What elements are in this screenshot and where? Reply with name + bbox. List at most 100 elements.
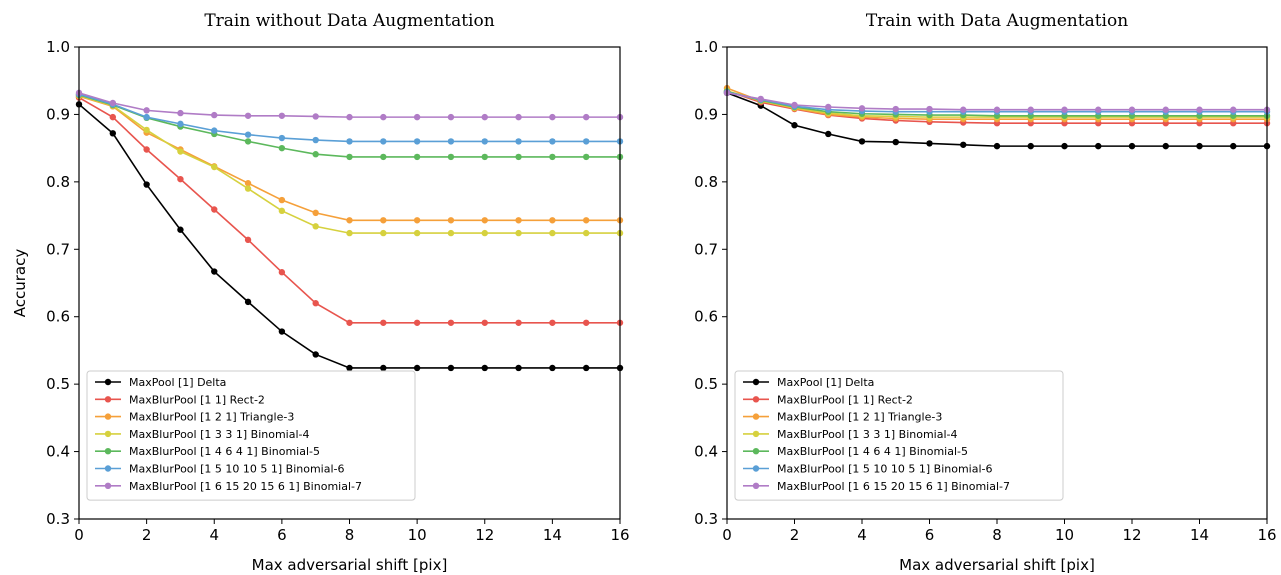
data-point <box>278 328 286 335</box>
data-point <box>447 217 455 224</box>
data-point <box>177 120 184 128</box>
x-tick-label: 10 <box>408 526 427 544</box>
data-point <box>858 105 866 112</box>
legend: MaxPool [1] Delta MaxBlurPool [1 1] Rect-… <box>86 370 416 501</box>
data-point <box>278 134 286 142</box>
legend-entry: MaxBlurPool [1 1] Rect-2 <box>129 393 265 406</box>
legend-entry: MaxBlurPool [1 2 1] Triangle-3 <box>777 411 942 424</box>
chart-title: Train with Data Augmentation <box>866 11 1128 31</box>
data-point <box>1162 142 1169 150</box>
data-point <box>413 153 421 161</box>
legend-entry: MaxPool [1] Delta <box>129 376 226 389</box>
y-tick-label: 0.9 <box>46 105 70 123</box>
data-point <box>447 113 455 121</box>
data-point <box>380 364 387 372</box>
data-point <box>481 138 488 145</box>
data-point <box>825 130 832 138</box>
data-point <box>582 229 590 237</box>
legend-marker <box>104 430 112 438</box>
data-point <box>278 207 286 215</box>
data-point <box>143 107 150 114</box>
data-point <box>278 269 286 276</box>
data-point <box>481 153 488 161</box>
x-tick-label: 6 <box>925 526 935 544</box>
legend-marker <box>752 378 760 386</box>
legend-entry: MaxBlurPool [1 5 10 10 5 1] Binomial-6 <box>777 463 992 476</box>
data-point <box>177 175 184 183</box>
data-point <box>582 217 590 224</box>
x-tick-label: 16 <box>1257 526 1276 544</box>
x-tick-label: 0 <box>74 526 84 544</box>
data-point <box>312 113 319 120</box>
y-tick-label: 0.3 <box>694 510 718 528</box>
data-point <box>1230 142 1237 150</box>
data-point <box>515 217 522 224</box>
series-line-2 <box>78 96 620 324</box>
data-point <box>447 229 455 237</box>
data-point <box>1061 142 1068 150</box>
legend-entry: MaxBlurPool [1 5 10 10 5 1] Binomial-6 <box>129 463 344 476</box>
data-point <box>1027 142 1034 150</box>
y-tick-label: 1.0 <box>46 38 70 56</box>
data-point <box>892 138 899 146</box>
y-tick-label: 0.5 <box>46 375 70 393</box>
legend-box <box>86 370 416 501</box>
legend-marker <box>104 378 112 386</box>
legend-entry: MaxBlurPool [1 4 6 4 1] Binomial-5 <box>129 445 320 458</box>
data-point <box>312 223 319 230</box>
data-point <box>413 217 421 224</box>
data-point <box>515 153 522 161</box>
legend-entry: MaxBlurPool [1 3 3 1] Binomial-4 <box>777 428 958 441</box>
data-point <box>960 106 967 113</box>
y-tick-label: 0.7 <box>46 240 70 258</box>
data-point <box>582 319 590 326</box>
data-point <box>582 138 590 145</box>
legend: MaxPool [1] Delta MaxBlurPool [1 1] Rect-… <box>734 370 1064 501</box>
data-point <box>244 138 252 145</box>
data-point <box>109 113 117 121</box>
data-point <box>825 103 832 111</box>
data-point <box>926 140 933 147</box>
data-point <box>413 138 421 145</box>
data-point <box>177 148 184 155</box>
x-tick-label: 4 <box>857 526 867 544</box>
y-tick-label: 0.8 <box>46 173 70 191</box>
data-point <box>447 138 455 145</box>
data-point <box>346 138 353 145</box>
x-tick-label: 2 <box>142 526 152 544</box>
data-point <box>447 153 455 161</box>
y-tick-label: 0.9 <box>694 105 718 123</box>
x-tick-label: 10 <box>1055 526 1074 544</box>
data-point <box>1162 106 1169 113</box>
data-point <box>346 364 353 372</box>
data-point <box>1128 106 1136 113</box>
data-point <box>582 153 590 161</box>
data-point <box>549 319 556 326</box>
legend-marker <box>752 482 760 489</box>
legend-entry: MaxBlurPool [1 3 3 1] Binomial-4 <box>129 428 310 441</box>
data-point <box>481 217 488 224</box>
data-point <box>582 364 590 372</box>
data-point <box>1128 142 1136 150</box>
data-point <box>244 131 252 138</box>
y-axis-label: Accuracy <box>11 249 29 318</box>
data-point <box>1196 142 1203 150</box>
legend-marker <box>104 448 112 455</box>
data-point <box>109 99 117 107</box>
y-tick-label: 0.3 <box>46 510 70 528</box>
data-point <box>211 268 218 275</box>
data-point <box>926 105 933 113</box>
x-tick-label: 12 <box>475 526 494 544</box>
legend-marker <box>752 413 760 420</box>
series-line-7 <box>78 92 620 118</box>
x-tick-label: 2 <box>790 526 800 544</box>
x-axis-label: Max adversarial shift [pix] <box>899 556 1095 574</box>
data-point <box>143 146 150 153</box>
legend-entry: MaxBlurPool [1 2 1] Triangle-3 <box>129 411 294 424</box>
data-point <box>177 226 184 233</box>
data-point <box>1230 106 1237 113</box>
data-point <box>143 181 150 188</box>
data-point <box>549 113 556 121</box>
data-point <box>346 229 353 237</box>
